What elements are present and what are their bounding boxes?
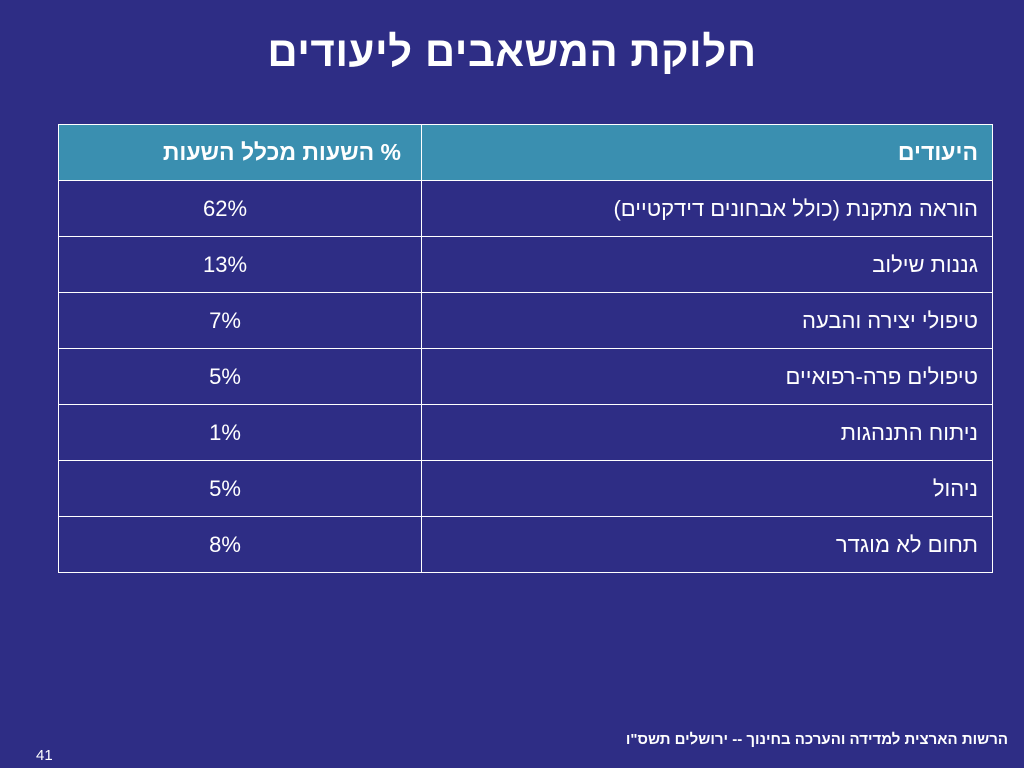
table-row: טיפולים פרה-רפואיים 5% [58, 348, 993, 405]
row-purpose: תחום לא מוגדר [421, 516, 993, 573]
table-row: טיפולי יצירה והבעה 7% [58, 292, 993, 349]
row-percent: 5% [58, 460, 422, 517]
row-purpose: טיפולי יצירה והבעה [421, 292, 993, 349]
row-percent: 1% [58, 404, 422, 461]
allocation-table: היעודים % השעות מכלל השעות הוראה מתקנת (… [58, 124, 993, 573]
row-percent: 5% [58, 348, 422, 405]
row-percent: 13% [58, 236, 422, 293]
table-row: ניתוח התנהגות 1% [58, 404, 993, 461]
row-percent: 8% [58, 516, 422, 573]
row-purpose: ניהול [421, 460, 993, 517]
row-purpose: ניתוח התנהגות [421, 404, 993, 461]
row-purpose: הוראה מתקנת (כולל אבחונים דידקטיים) [421, 180, 993, 237]
table-row: ניהול 5% [58, 460, 993, 517]
row-percent: 62% [58, 180, 422, 237]
footer-source: הרשות הארצית למדידה והערכה בחינוך -- ירו… [625, 731, 1008, 748]
header-percent: % השעות מכלל השעות [58, 124, 422, 181]
row-purpose: טיפולים פרה-רפואיים [421, 348, 993, 405]
table-row: תחום לא מוגדר 8% [58, 516, 993, 573]
slide-title: חלוקת המשאבים ליעודים [267, 28, 757, 75]
row-percent: 7% [58, 292, 422, 349]
row-purpose: גננות שילוב [421, 236, 993, 293]
table-row: גננות שילוב 13% [58, 236, 993, 293]
table-row: הוראה מתקנת (כולל אבחונים דידקטיים) 62% [58, 180, 993, 237]
header-purpose: היעודים [421, 124, 993, 181]
table-header-row: היעודים % השעות מכלל השעות [58, 124, 993, 181]
page-number: 41 [36, 747, 53, 764]
